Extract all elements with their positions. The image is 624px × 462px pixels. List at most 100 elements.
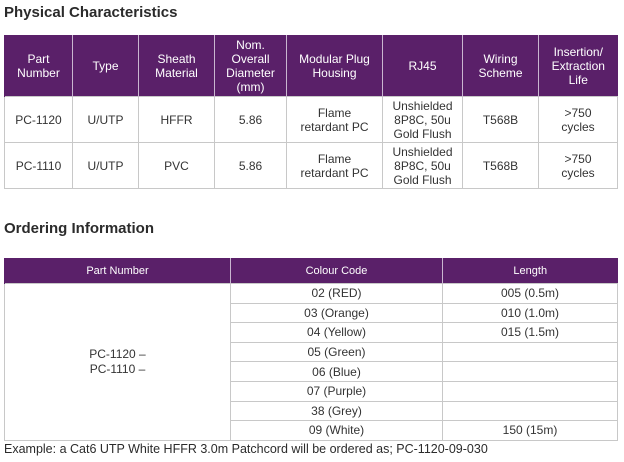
cell-text: Gold Flush [393, 126, 452, 141]
type-cell: U/UTP [72, 142, 139, 189]
ordering-example-note: Example: a Cat6 UTP White HFFR 3.0m Patc… [4, 442, 488, 456]
type-cell: U/UTP [72, 96, 139, 143]
length-cell [442, 380, 618, 402]
wiring-scheme-cell: T568B [462, 142, 539, 189]
nominal-diameter-header: Nom. Overall Diameter (mm) [214, 35, 287, 97]
header-label: Wiring [483, 51, 518, 66]
header-label: Diameter [226, 65, 275, 80]
part-number-cell: PC-1120 – PC-1110 – [4, 283, 231, 441]
rj45-cell: Unshielded 8P8C, 50u Gold Flush [382, 142, 463, 189]
length-cell: 015 (1.5m) [442, 322, 618, 343]
table-row: 06 (Blue) [5, 361, 618, 382]
cell-text: 8P8C, 50u [394, 112, 451, 127]
cell-text: >750 [564, 151, 592, 166]
cell-text: T568B [482, 158, 519, 173]
cell-text: retardant PC [300, 165, 369, 180]
header-label: Number [17, 65, 60, 80]
cell-text: 8P8C, 50u [394, 158, 451, 173]
cell-text: cycles [561, 165, 595, 180]
physical-characteristics-heading: Physical Characteristics [4, 4, 178, 21]
nominal-diameter-cell: 5.86 [214, 142, 287, 189]
cell-text: cycles [561, 119, 595, 134]
part-number-text: PC-1120 – [89, 346, 146, 361]
modular-plug-housing-cell: Flame retardant PC [286, 142, 383, 189]
modular-plug-housing-cell: Flame retardant PC [286, 96, 383, 143]
length-cell: 010 (1.0m) [442, 302, 618, 324]
wiring-scheme-header: Wiring Scheme [462, 35, 539, 97]
part-number-header: Part Number [4, 35, 73, 97]
cell-text: Gold Flush [393, 172, 452, 187]
colour-code-cell: 38 (Grey) [230, 400, 443, 422]
header-label: Modular Plug [299, 51, 370, 66]
wiring-scheme-cell: T568B [462, 96, 539, 143]
header-label: Type [92, 58, 119, 73]
cell-text: Unshielded [392, 144, 453, 159]
colour-code-cell: 09 (White) [230, 420, 443, 441]
part-number-cell: PC-1120 [4, 96, 73, 143]
cell-text: 5.86 [238, 158, 263, 173]
cell-text: U/UTP [87, 112, 124, 127]
colour-code-cell: 05 (Green) [230, 341, 443, 363]
length-cell [442, 400, 618, 422]
table-row: 05 (Green) [5, 341, 618, 363]
colour-code-cell: 07 (Purple) [230, 380, 443, 402]
part-number-header: Part Number [4, 258, 231, 284]
header-label: Sheath [157, 51, 196, 66]
cell-text: PVC [164, 158, 189, 173]
length-cell: 005 (0.5m) [442, 283, 618, 304]
rj45-cell: Unshielded 8P8C, 50u Gold Flush [382, 96, 463, 143]
cell-text: Flame [317, 105, 352, 120]
insertion-extraction-life-cell: >750 cycles [538, 96, 618, 143]
table-row: PC-1120 U/UTP HFFR 5.86 Flame retardant PC Uns… [4, 96, 618, 143]
colour-code-header: Colour Code [230, 258, 443, 284]
cell-text: HFFR [160, 112, 193, 127]
header-label: Housing [312, 65, 357, 80]
cell-text: >750 [564, 105, 592, 120]
insertion-extraction-life-header: Insertion/Extraction Life [538, 35, 618, 97]
colour-code-cell: 03 (Orange) [230, 302, 443, 324]
header-label: Insertion/ [553, 44, 603, 59]
header-label: Part [27, 51, 50, 66]
cell-text: Unshielded [392, 98, 453, 113]
part-number-text: PC-1110 – [89, 361, 146, 376]
table-row: 07 (Purple) [5, 380, 618, 402]
cell-text: PC-1120 [15, 112, 62, 127]
physical-characteristics-table: Part Number Type Sheath Material Nom. Overall D… [4, 35, 618, 189]
table-row: 38 (Grey) [5, 400, 618, 422]
cell-text: T568B [482, 112, 519, 127]
cell-text: PC-1110 [15, 158, 62, 173]
header-label: Scheme [478, 65, 523, 80]
colour-code-cell: 04 (Yellow) [230, 322, 443, 343]
header-label: Life [568, 72, 588, 87]
cell-text: retardant PC [300, 119, 369, 134]
ordering-header-row: Part Number Colour Code Length [4, 258, 618, 284]
table-row: PC-1120 – PC-1110 –02 (RED) 005 (0.5m) [4, 283, 618, 441]
type-header: Type [72, 35, 139, 97]
sheath-material-cell: HFFR [138, 96, 215, 143]
header-label: (mm) [236, 79, 265, 94]
table-row: PC-1110 U/UTP PVC 5.86 Flame retardant PC Unsh… [4, 142, 618, 189]
header-label: Material [155, 65, 198, 80]
cell-text: Flame [317, 151, 352, 166]
length-header: Length [442, 258, 618, 284]
sheath-material-cell: PVC [138, 142, 215, 189]
length-cell [442, 341, 618, 363]
cell-text: U/UTP [87, 158, 124, 173]
length-cell [442, 361, 618, 382]
colour-code-cell: 02 (RED) [230, 283, 443, 304]
header-label: Overall [231, 51, 270, 66]
part-number-cell: PC-1110 [4, 142, 73, 189]
nominal-diameter-cell: 5.86 [214, 96, 287, 143]
insertion-extraction-life-cell: >750 cycles [538, 142, 618, 189]
physical-header-row: Part Number Type Sheath Material Nom. Overall D… [4, 35, 618, 97]
header-label: RJ45 [408, 58, 437, 73]
ordering-information-table: Part Number Colour Code Length PC-1120 –… [4, 258, 618, 441]
length-cell: 150 (15m) [442, 420, 618, 441]
ordering-information-heading: Ordering Information [4, 220, 154, 237]
table-row: 09 (White) 150 (15m) [5, 420, 618, 441]
cell-text: 5.86 [238, 112, 263, 127]
modular-plug-housing-header: Modular Plug Housing [286, 35, 383, 97]
header-label: Nom. [236, 37, 265, 52]
rj45-header: RJ45 [382, 35, 463, 97]
colour-code-cell: 06 (Blue) [230, 361, 443, 382]
